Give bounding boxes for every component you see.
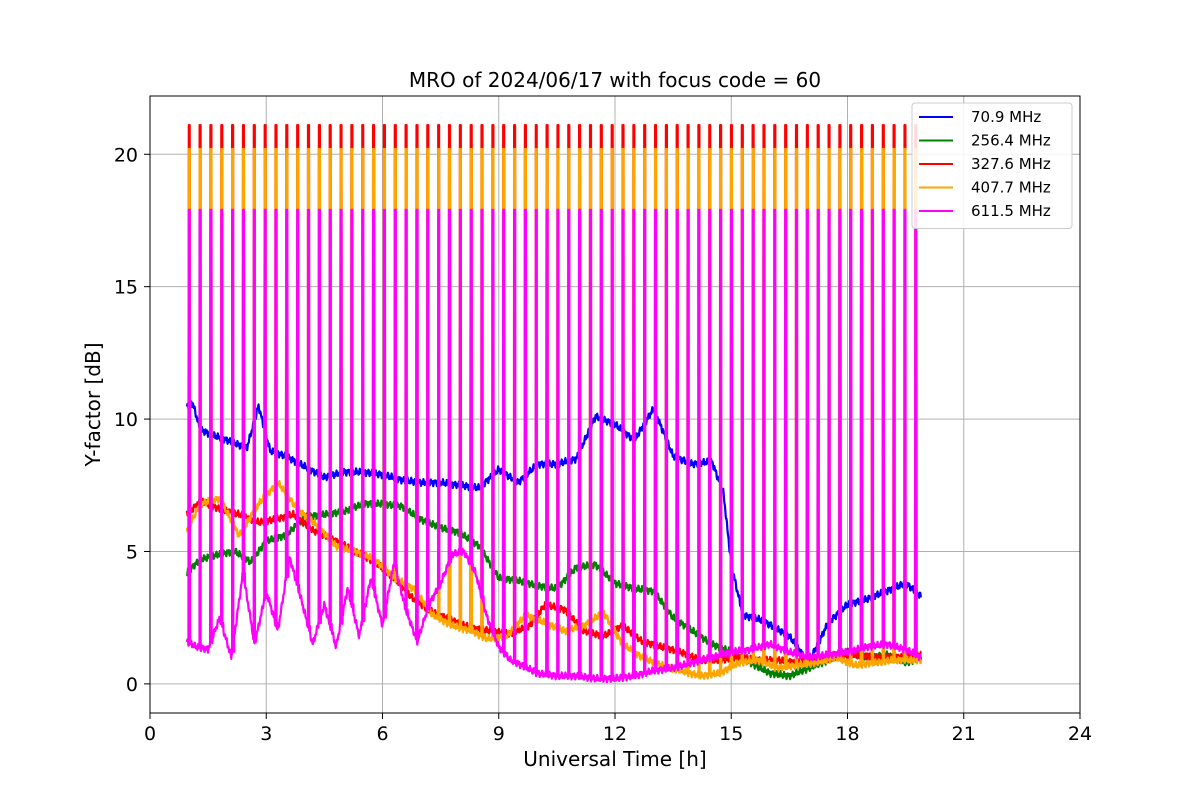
y-tick-label: 10 (114, 409, 138, 431)
x-axis-ticks: 0 3 6 9 12 15 18 21 24 (144, 713, 1092, 745)
legend-entry: 327.6 MHz (971, 155, 1051, 173)
x-axis-label: Universal Time [h] (523, 747, 706, 771)
series-lines (185, 124, 923, 684)
y-tick-label: 5 (126, 541, 138, 563)
y-tick-label: 15 (114, 277, 138, 299)
x-tick-label: 3 (260, 723, 272, 745)
x-tick-label: 0 (144, 723, 156, 745)
x-tick-label: 9 (493, 723, 505, 745)
x-tick-label: 24 (1068, 723, 1092, 745)
legend-entry: 70.9 MHz (971, 108, 1041, 126)
y-tick-label: 20 (114, 144, 138, 166)
x-tick-label: 21 (952, 723, 976, 745)
x-tick-label: 12 (603, 723, 627, 745)
legend-entry: 611.5 MHz (971, 202, 1051, 220)
legend-entry: 407.7 MHz (971, 179, 1051, 197)
x-tick-label: 18 (835, 723, 859, 745)
y-tick-label: 0 (126, 674, 138, 696)
chart-title: MRO of 2024/06/17 with focus code = 60 (409, 68, 821, 92)
y-axis-label: Y-factor [dB] (81, 342, 105, 467)
legend-entry: 256.4 MHz (971, 132, 1051, 150)
x-tick-label: 6 (376, 723, 388, 745)
legend-box (911, 102, 1073, 229)
series-line-611-5-mhz (185, 208, 922, 684)
legend: 70.9 MHz 256.4 MHz 327.6 MHz 407.7 MHz 611.5… (911, 102, 1073, 229)
x-tick-label: 15 (719, 723, 743, 745)
y-axis-ticks: 0 5 10 15 20 (114, 144, 150, 696)
